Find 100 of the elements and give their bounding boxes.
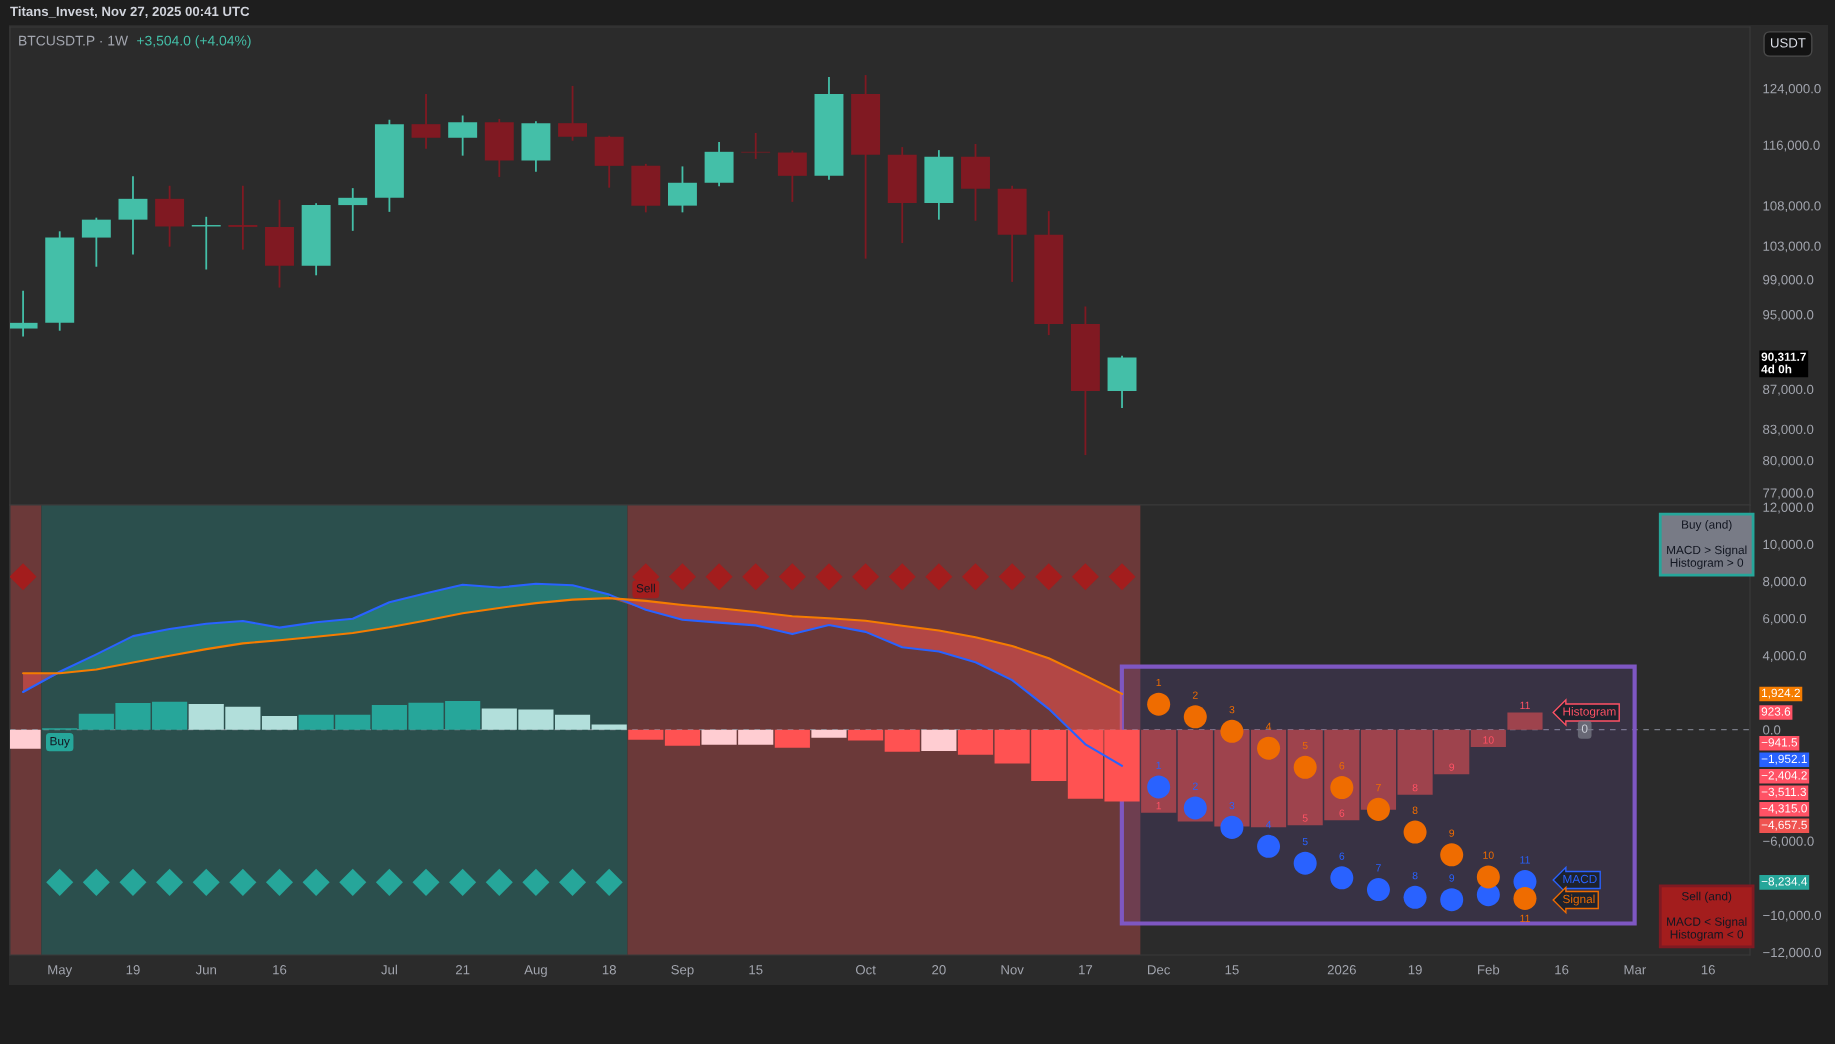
y-tick-label: 124,000.0 — [1763, 83, 1821, 95]
point — [265, 868, 294, 896]
text: Sell (and) MACD < Signal Histogram < 0 — [1667, 891, 1747, 941]
annotation: 4 — [1265, 821, 1272, 829]
bar — [261, 716, 298, 730]
text: MACD — [1563, 874, 1597, 884]
bar — [628, 729, 664, 740]
x-tick-label: 15 — [749, 965, 763, 975]
point — [1183, 705, 1207, 729]
point — [668, 563, 696, 591]
annotation: 1 — [1156, 678, 1162, 687]
annotation: 5 — [1302, 814, 1308, 822]
point — [1513, 886, 1537, 910]
x-tick-label: May — [48, 965, 73, 978]
annotation: 6 — [1339, 852, 1345, 860]
y-axis-title: USDT — [1770, 38, 1806, 48]
line-series — [22, 597, 1124, 695]
y-tick-label: 87,000.0 — [1763, 384, 1814, 396]
point — [1476, 865, 1500, 889]
y-tick-label: 108,000.0 — [1763, 201, 1821, 213]
point — [595, 868, 623, 896]
y-tick-label: 10,000.0 — [1763, 539, 1814, 551]
x-tick-label: 18 — [602, 965, 616, 975]
annotation: Sell — [636, 583, 655, 593]
point — [192, 868, 220, 896]
annotation: 10 — [1483, 736, 1494, 744]
point — [1147, 692, 1171, 716]
annotation: 3 — [1229, 705, 1235, 714]
annotation: 11 — [1520, 856, 1530, 864]
point — [705, 563, 733, 591]
bar — [811, 729, 847, 738]
point — [1071, 563, 1099, 591]
point — [559, 868, 587, 896]
point — [1220, 719, 1244, 743]
text: −8,234.4 — [1761, 877, 1808, 887]
text: −2,404.2 — [1761, 771, 1807, 781]
annotation: 9 — [1449, 763, 1455, 771]
y-tick-label: 0.0 — [1763, 725, 1781, 735]
annotation: 2 — [1192, 782, 1198, 790]
point — [1403, 885, 1427, 909]
text: −1,952.1 — [1761, 754, 1807, 765]
text: 1,924.2 — [1762, 688, 1800, 699]
point — [1440, 888, 1464, 912]
annotation: 2 — [1192, 691, 1198, 699]
annotation: 7 — [1376, 784, 1381, 792]
point — [888, 563, 916, 591]
point — [1293, 755, 1317, 779]
annotation: 9 — [1449, 874, 1455, 882]
annotation: 11 — [1520, 701, 1530, 709]
bar — [591, 724, 627, 730]
y-tick-label: 103,000.0 — [1763, 241, 1821, 253]
x-tick-label: Mar — [1624, 965, 1647, 975]
bar — [957, 729, 994, 755]
x-tick-label: 19 — [126, 965, 140, 975]
y-tick-label: 83,000.0 — [1763, 424, 1814, 436]
point — [302, 868, 330, 896]
annotation: 4 — [1265, 722, 1272, 731]
text: 90,311.7 4d 0h — [1761, 352, 1806, 374]
point — [1220, 815, 1244, 839]
point — [1257, 736, 1281, 760]
point — [156, 868, 184, 896]
y-tick-label: 99,000.0 — [1763, 275, 1814, 286]
annotation: 5 — [1302, 837, 1308, 846]
annotation: 9 — [1449, 829, 1455, 837]
point — [1366, 878, 1390, 902]
x-tick-label: 16 — [1701, 965, 1715, 975]
point — [742, 563, 770, 591]
y-tick-label: −6,000.0 — [1763, 836, 1814, 848]
annotation: 10 — [1483, 851, 1494, 859]
candlestick — [10, 289, 38, 338]
text: −941.5 — [1761, 738, 1798, 747]
annotation: 1 — [1156, 761, 1162, 769]
point — [1403, 820, 1427, 844]
text: −3,511.3 — [1761, 787, 1806, 798]
point — [1440, 843, 1464, 867]
point — [1147, 775, 1171, 799]
point — [82, 868, 110, 896]
chart-subtitle: +3,504.0 (+4.04%) — [137, 35, 251, 49]
x-tick-label: 16 — [273, 965, 287, 975]
point — [925, 563, 953, 591]
point — [1330, 866, 1354, 890]
text: Buy (and) MACD > Signal Histogram > 0 — [1667, 520, 1747, 570]
annotation: 8 — [1412, 806, 1418, 814]
point — [961, 563, 990, 591]
text: −4,315.0 — [1761, 804, 1807, 814]
point — [815, 563, 843, 591]
point — [1108, 563, 1136, 591]
bar — [921, 729, 957, 751]
annotation: Buy — [50, 737, 70, 748]
x-tick-label: Nov — [1001, 965, 1024, 975]
bar — [848, 729, 884, 741]
point — [375, 868, 403, 896]
y-tick-label: 80,000.0 — [1763, 455, 1814, 467]
x-tick-label: 17 — [1079, 965, 1093, 975]
y-tick-label: 77,000.0 — [1763, 488, 1814, 500]
point — [1257, 834, 1281, 858]
point — [229, 868, 257, 896]
candlestick — [228, 184, 258, 251]
point — [522, 868, 550, 896]
series-label: Histogram — [1563, 706, 1616, 718]
